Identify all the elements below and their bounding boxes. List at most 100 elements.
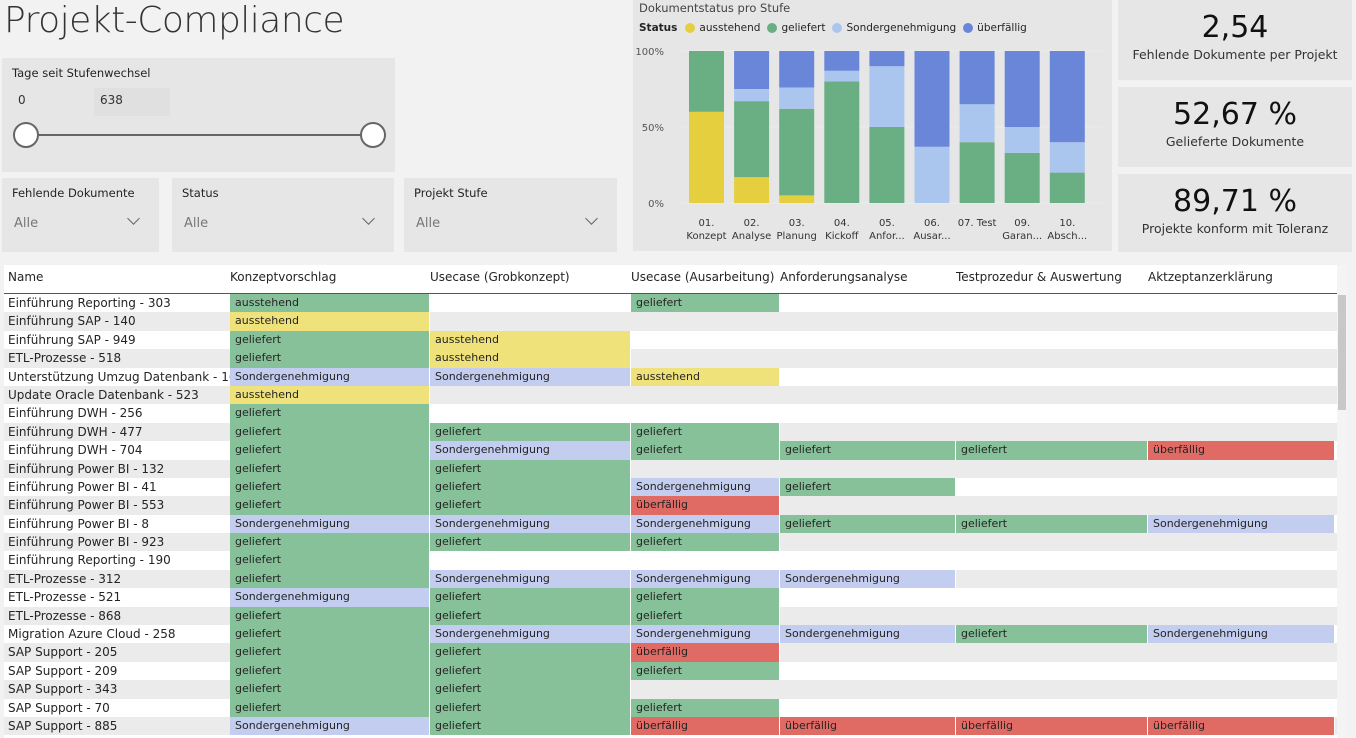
- column-header[interactable]: Aktzeptanzerklärung: [1148, 270, 1273, 284]
- table-row[interactable]: ETL-Prozesse - 518 geliefert ausstehend: [4, 349, 1347, 368]
- column-header[interactable]: Konzeptvorschlag: [230, 270, 337, 284]
- chart-legend: Status ausstehend geliefert Sondergenehmig…: [639, 22, 1030, 34]
- kpi-card: 89,71 % Projekte konform mit Toleranz: [1118, 174, 1352, 252]
- bar-segment-geliefert[interactable]: [779, 108, 815, 196]
- bar-segment-Sondergenehmigung[interactable]: [959, 104, 995, 143]
- slider-min-input[interactable]: 0: [18, 93, 26, 107]
- chevron-down-icon[interactable]: [585, 212, 598, 225]
- status-cell: geliefert: [430, 698, 631, 717]
- status-cell: geliefert: [230, 698, 430, 717]
- legend-item[interactable]: Sondergenehmigung: [846, 22, 957, 34]
- bar-segment-überfällig[interactable]: [914, 51, 950, 147]
- table-row[interactable]: Einführung Power BI - 553 geliefert gelief…: [4, 496, 1347, 515]
- status-cell: geliefert: [631, 588, 780, 607]
- filter-value[interactable]: Alle: [416, 216, 441, 231]
- table-row[interactable]: Unterstützung Umzug Datenbank - 162 Sonde…: [4, 367, 1347, 386]
- table-row[interactable]: Einführung Reporting - 190 geliefert: [4, 551, 1347, 570]
- table-row[interactable]: Migration Azure Cloud - 258 geliefert Sond…: [4, 625, 1347, 644]
- table-row[interactable]: Einführung Reporting - 303 ausstehend geli…: [4, 294, 1347, 313]
- status-cell: ausstehend: [230, 312, 430, 331]
- legend-title: Status: [639, 22, 678, 34]
- bar-segment-ausstehend[interactable]: [689, 111, 724, 203]
- slider-max-input[interactable]: 638: [94, 88, 170, 116]
- project-name: Update Oracle Datenbank - 523: [8, 387, 199, 402]
- table-row[interactable]: Einführung SAP - 140 ausstehend: [4, 312, 1347, 331]
- chevron-down-icon[interactable]: [127, 212, 140, 225]
- legend-item[interactable]: geliefert: [781, 22, 826, 34]
- table-row[interactable]: Einführung Power BI - 923 geliefert gelief…: [4, 533, 1347, 552]
- table-row[interactable]: ETL-Prozesse - 312 geliefert Sondergenehmi…: [4, 569, 1347, 589]
- bar-segment-überfällig[interactable]: [869, 51, 905, 67]
- bar-segment-Sondergenehmigung[interactable]: [869, 66, 905, 127]
- filter-value[interactable]: Alle: [14, 216, 39, 231]
- bar-segment-Sondergenehmigung[interactable]: [779, 87, 815, 109]
- project-name: ETL-Prozesse - 521: [8, 590, 122, 605]
- status-cell: geliefert: [230, 404, 430, 423]
- bar-segment-geliefert[interactable]: [734, 101, 770, 178]
- table-row[interactable]: SAP Support - 885 Sondergenehmigung gelief…: [4, 716, 1347, 736]
- table-row[interactable]: Einführung Power BI - 41 geliefert geliefe…: [4, 477, 1347, 497]
- bar-segment-überfällig[interactable]: [959, 51, 995, 105]
- column-header[interactable]: Testprozedur & Auswertung: [956, 270, 1122, 284]
- bar-segment-geliefert[interactable]: [1049, 172, 1085, 203]
- status-cell: geliefert: [230, 477, 430, 497]
- bar-segment-ausstehend[interactable]: [734, 177, 770, 203]
- bar-segment-Sondergenehmigung[interactable]: [1049, 142, 1085, 173]
- status-cell: ausstehend: [230, 294, 430, 313]
- filter-dropdown[interactable]: Fehlende Dokumente Alle: [2, 178, 159, 252]
- table-row[interactable]: ETL-Prozesse - 521 Sondergenehmigung gelie…: [4, 588, 1347, 607]
- filter-dropdown[interactable]: Projekt Stufe Alle: [404, 178, 617, 252]
- legend-marker: [767, 23, 778, 33]
- chevron-down-icon[interactable]: [362, 212, 375, 225]
- status-cell: geliefert: [230, 551, 430, 570]
- slider-max-handle[interactable]: [360, 122, 386, 148]
- table-row[interactable]: Einführung DWH - 477 geliefert geliefert ge…: [4, 422, 1347, 442]
- table-row[interactable]: ETL-Prozesse - 868 geliefert geliefert geli…: [4, 606, 1347, 626]
- bar-segment-Sondergenehmigung[interactable]: [734, 89, 770, 102]
- table-row[interactable]: SAP Support - 209 geliefert geliefert gelie…: [4, 661, 1347, 681]
- column-header[interactable]: Usecase (Ausarbeitung): [631, 270, 775, 284]
- table-row[interactable]: SAP Support - 343 geliefert geliefert: [4, 680, 1347, 699]
- table-row[interactable]: SAP Support - 205 geliefert geliefert überf…: [4, 643, 1347, 662]
- table-row[interactable]: Einführung Power BI - 132 geliefert gelief…: [4, 459, 1347, 478]
- column-header[interactable]: Anforderungsanalyse: [780, 270, 908, 284]
- bar-segment-Sondergenehmigung[interactable]: [1004, 127, 1040, 153]
- table-row[interactable]: Einführung DWH - 704 geliefert Sondergeneh…: [4, 441, 1347, 460]
- bar-segment-überfällig[interactable]: [824, 51, 860, 71]
- status-cell: Sondergenehmigung: [631, 625, 780, 644]
- bar-segment-ausstehend[interactable]: [779, 195, 815, 203]
- bar-segment-überfällig[interactable]: [1004, 51, 1040, 127]
- table-row[interactable]: Einführung SAP - 949 geliefert ausstehend: [4, 330, 1347, 350]
- status-cell: geliefert: [430, 661, 631, 681]
- bar-segment-überfällig[interactable]: [734, 51, 770, 89]
- slider-track[interactable]: [26, 134, 374, 136]
- filter-dropdown[interactable]: Status Alle: [172, 178, 394, 252]
- x-tick-label: 09. Garan...: [1002, 218, 1042, 242]
- legend-item[interactable]: überfällig: [977, 22, 1027, 34]
- slider-min-handle[interactable]: [13, 122, 39, 148]
- filter-value[interactable]: Alle: [184, 216, 209, 231]
- table-row[interactable]: Update Oracle Datenbank - 523 ausstehend: [4, 385, 1347, 405]
- table-row[interactable]: Einführung DWH - 256 geliefert: [4, 404, 1347, 423]
- kpi-label: Projekte konform mit Toleranz: [1141, 221, 1329, 236]
- scrollbar-thumb[interactable]: [1338, 295, 1346, 410]
- table-row[interactable]: SAP Support - 70 geliefert geliefert gelief…: [4, 698, 1347, 717]
- bar-segment-überfällig[interactable]: [779, 51, 815, 88]
- bar-segment-Sondergenehmigung[interactable]: [914, 146, 950, 203]
- bar-segment-geliefert[interactable]: [824, 81, 860, 203]
- status-cell: Sondergenehmigung: [430, 367, 631, 386]
- bar-segment-geliefert[interactable]: [689, 51, 724, 112]
- project-name: Einführung DWH - 477: [8, 424, 143, 439]
- bar-segment-geliefert[interactable]: [869, 127, 905, 203]
- status-cell: geliefert: [956, 441, 1148, 460]
- bar-segment-überfällig[interactable]: [1049, 51, 1085, 143]
- column-header[interactable]: Usecase (Grobkonzept): [430, 270, 570, 284]
- table-row[interactable]: Einführung Power BI - 8 Sondergenehmigung…: [4, 514, 1347, 534]
- legend-item[interactable]: ausstehend: [699, 22, 761, 34]
- bar-segment-geliefert[interactable]: [959, 142, 995, 203]
- bar-segment-Sondergenehmigung[interactable]: [824, 70, 860, 82]
- column-header[interactable]: Name: [8, 270, 44, 284]
- bar-segment-geliefert[interactable]: [1004, 152, 1040, 203]
- table-scrollbar[interactable]: [1337, 265, 1347, 738]
